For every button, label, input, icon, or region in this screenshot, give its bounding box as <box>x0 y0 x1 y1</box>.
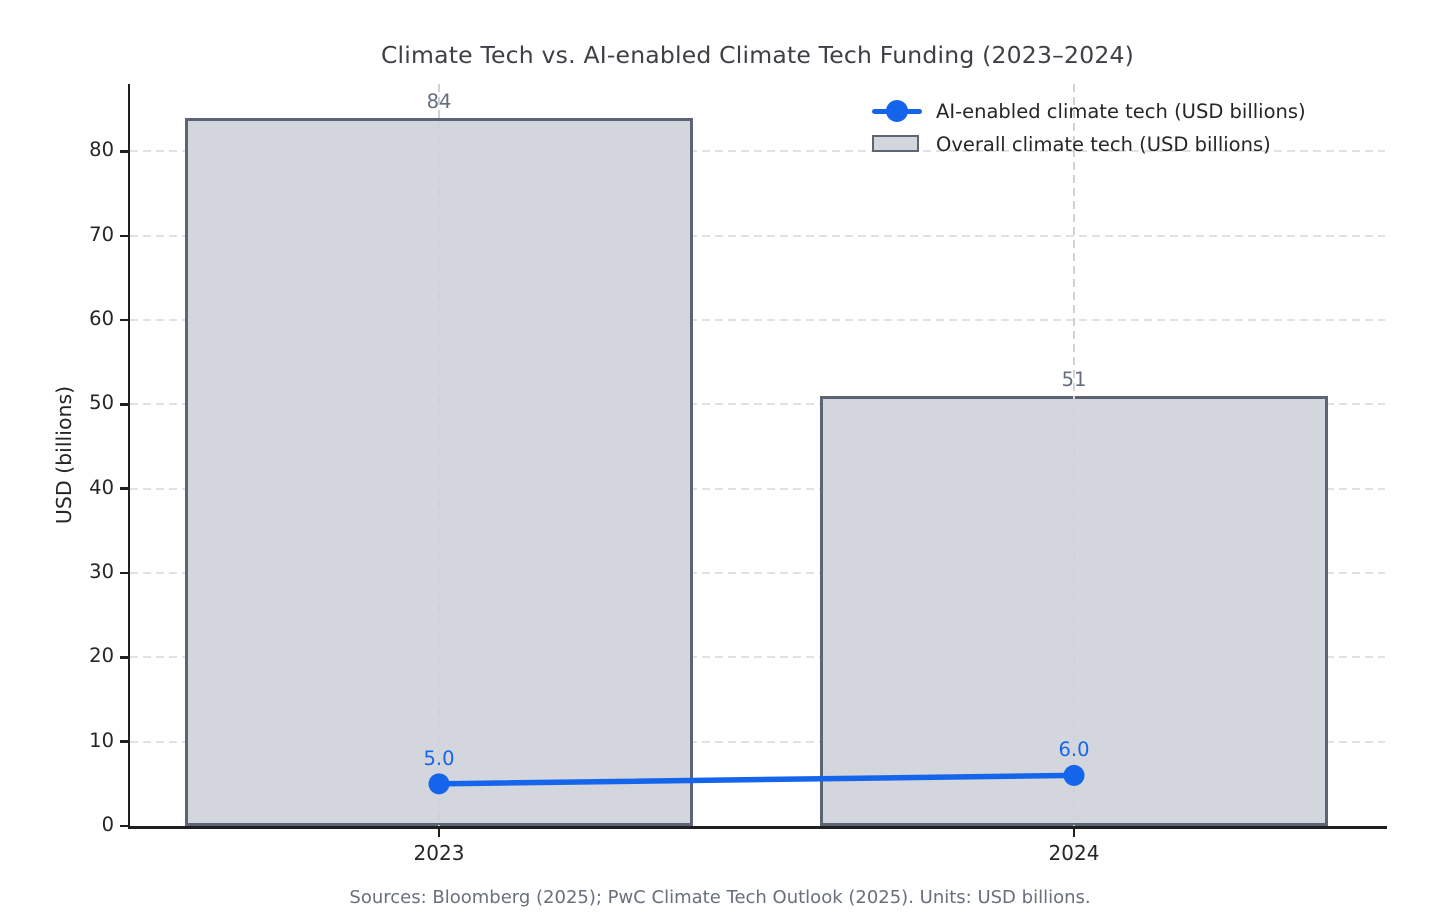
y-tick-mark <box>119 318 130 322</box>
line-marker-icon <box>872 100 922 122</box>
gridline-horizontal <box>130 656 1385 659</box>
line-dot-icon <box>886 100 908 122</box>
gridline-horizontal <box>130 572 1385 575</box>
line-path <box>436 772 1077 787</box>
y-tick-mark <box>119 403 130 406</box>
y-tick-label: 40 <box>89 475 114 499</box>
gridline-horizontal <box>130 234 1385 237</box>
y-tick-label: 50 <box>89 391 114 415</box>
horizontal-gridlines-layer <box>130 84 1385 826</box>
bar-value-label: 84 <box>426 89 452 113</box>
x-tick-label: 2024 <box>1048 841 1100 865</box>
plot-area: 84 51 5.0 6.0 <box>130 84 1385 826</box>
vertical-gridlines-layer <box>130 84 1385 826</box>
gridline-vertical <box>438 84 440 826</box>
y-tick-label: 0 <box>101 813 114 836</box>
gridline-horizontal <box>130 487 1385 490</box>
y-tick-mark <box>119 656 130 659</box>
bar-value-label: 51 <box>1061 367 1087 391</box>
y-tick-label: 20 <box>89 644 114 668</box>
y-tick-mark <box>119 150 130 153</box>
x-tick-label: 2023 <box>413 841 465 865</box>
y-tick-mark <box>119 234 130 238</box>
point-value-label: 5.0 <box>423 746 455 770</box>
y-tick-label: 30 <box>89 560 114 584</box>
legend: AI-enabled climate tech (USD billions) O… <box>872 99 1306 156</box>
x-tick-mark <box>437 828 441 837</box>
bar-swatch <box>872 135 919 152</box>
gridline-horizontal <box>130 319 1385 322</box>
gridline-horizontal <box>130 150 1385 153</box>
ai-line-series <box>428 764 1085 795</box>
chart-title: Climate Tech vs. AI-enabled Climate Tech… <box>380 41 1135 69</box>
legend-label-bar: Overall climate tech (USD billions) <box>936 132 1271 156</box>
source-note: Sources: Bloomberg (2025); PwC Climate T… <box>349 887 1091 908</box>
point-value-label: 6.0 <box>1058 738 1090 762</box>
y-tick-mark <box>119 571 130 575</box>
legend-item-line: AI-enabled climate tech (USD billions) <box>872 99 1306 123</box>
y-tick-label: 80 <box>89 138 114 162</box>
line-point <box>1063 764 1085 786</box>
gridline-vertical <box>1073 84 1075 826</box>
y-tick-mark <box>119 487 130 490</box>
y-tick-label: 60 <box>89 307 114 331</box>
legend-label-line: AI-enabled climate tech (USD billions) <box>936 99 1306 123</box>
gridline-horizontal <box>130 403 1385 406</box>
y-tick-label: 70 <box>89 222 114 246</box>
x-axis-spine <box>127 826 1387 829</box>
line-point <box>428 773 450 795</box>
gridline-horizontal <box>130 740 1385 743</box>
y-tick-mark <box>119 824 130 828</box>
y-tick-mark <box>119 740 130 743</box>
x-tick-mark <box>1072 828 1076 837</box>
y-axis-spine <box>127 84 130 829</box>
y-tick-label: 10 <box>89 728 114 752</box>
data-labels-layer: 84 51 5.0 6.0 <box>130 84 1385 826</box>
legend-item-bar: Overall climate tech (USD billions) <box>872 132 1306 156</box>
bar-patch-icon <box>872 133 922 155</box>
